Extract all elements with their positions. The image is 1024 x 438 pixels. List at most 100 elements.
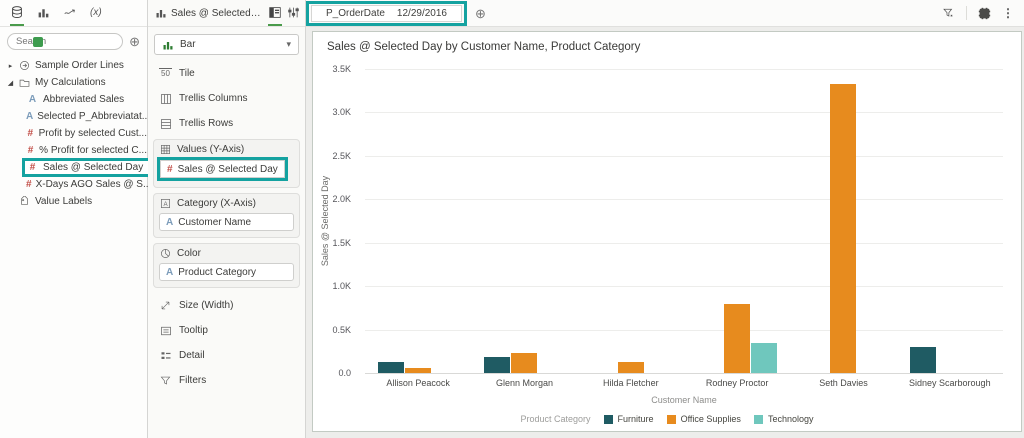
x-tick-label: Hilda Fletcher — [603, 378, 659, 388]
add-filter-icon[interactable]: ⊕ — [474, 5, 486, 21]
tree-item-my-calculations[interactable]: ◢ My Calculations — [0, 74, 147, 91]
tree-item-abbreviated-sales[interactable]: A Abbreviated Sales — [0, 91, 147, 108]
data-tab[interactable] — [10, 0, 24, 26]
search-input[interactable] — [8, 34, 123, 49]
category-icon: A — [159, 198, 172, 209]
grammar-panel: Sales @ Selected Da... Bar ▾ 50 Tile Tre… — [148, 0, 306, 438]
settings-sliders-icon[interactable] — [287, 0, 300, 26]
bar-group — [909, 346, 990, 373]
bar-office-supplies[interactable] — [405, 367, 432, 373]
category-pill-customer-name[interactable]: A Customer Name — [159, 213, 294, 231]
values-pill-sales-at-selected-day[interactable]: # Sales @ Selected Day — [160, 160, 285, 178]
plot-area — [365, 69, 1003, 374]
grammar-option-detail[interactable]: Detail — [148, 343, 305, 368]
data-panel-toolbar: (x) — [0, 0, 147, 27]
tree-item-sales-at-selected-day[interactable]: # Sales @ Selected Day — [0, 158, 152, 177]
viz-tab-sales-at-selected-day[interactable]: Sales @ Selected Da... — [155, 0, 263, 26]
category-slot — [897, 69, 1003, 373]
visualizations-tab[interactable] — [37, 0, 50, 26]
y-tick-label: 1.0K — [332, 281, 351, 292]
filter-name: P_OrderDate — [326, 7, 385, 19]
grammar-option-tile[interactable]: 50 Tile — [148, 61, 305, 86]
y-tick-label: 2.0K — [332, 194, 351, 205]
gridline — [365, 329, 1003, 331]
attribute-icon: A — [166, 266, 174, 278]
trellis-rows-icon — [159, 118, 172, 130]
grammar-option-tooltip[interactable]: Tooltip — [148, 318, 305, 343]
bar-chart-icon — [37, 6, 50, 19]
expander-expanded-icon[interactable]: ◢ — [7, 79, 14, 87]
gridline — [365, 155, 1003, 157]
analytics-tab[interactable] — [63, 0, 77, 26]
category-slot — [790, 69, 896, 373]
chart-title: Sales @ Selected Day by Customer Name, P… — [327, 41, 641, 53]
grammar-view-icon[interactable] — [268, 0, 282, 26]
series-slot — [724, 303, 751, 373]
values-section: Values (Y-Axis) # Sales @ Selected Day — [153, 139, 300, 188]
filter-pill-p-orderdate[interactable]: P_OrderDate 12/29/2016 — [311, 4, 462, 22]
bar-chart-visualization[interactable]: Sales @ Selected Day by Customer Name, P… — [312, 31, 1022, 432]
legend-item[interactable]: Office Supplies — [666, 414, 741, 424]
kebab-menu-icon[interactable]: ⋮ — [1002, 6, 1014, 20]
data-panel: (x) ⊕ ▸ Sample Order Lines ◢ My Calculat… — [0, 0, 152, 438]
gridline — [365, 199, 1003, 201]
attribute-icon: A — [28, 94, 37, 105]
grammar-option-trellis-rows[interactable]: Trellis Rows — [148, 111, 305, 136]
bar-furniture[interactable] — [378, 361, 405, 373]
attribute-icon: A — [166, 216, 174, 228]
bar-office-supplies[interactable] — [830, 83, 857, 373]
bar-group — [803, 83, 884, 373]
palette-icon — [159, 248, 172, 259]
bar-office-supplies[interactable] — [617, 361, 644, 373]
series-slot — [405, 367, 432, 373]
measure-icon: # — [27, 145, 34, 156]
grammar-option-label: Filters — [179, 375, 207, 386]
bar-office-supplies[interactable] — [511, 353, 538, 373]
funnel-icon — [159, 375, 172, 386]
series-slot — [378, 361, 405, 373]
limit-values-funnel-icon[interactable] — [942, 7, 955, 19]
legend-item[interactable]: Technology — [753, 414, 813, 424]
legend-item[interactable]: Furniture — [603, 414, 654, 424]
x-axis-title: Customer Name — [651, 395, 717, 405]
calculations-tab[interactable]: (x) — [90, 0, 102, 26]
tree-item-x-days-ago-sales[interactable]: # X-Days AGO Sales @ S... — [0, 176, 151, 193]
y-tick-label: 1.5K — [332, 237, 351, 248]
grammar-option-label: Trellis Rows — [179, 118, 234, 129]
filter-bar: P_OrderDate 12/29/2016 ⊕ ⋮ — [306, 0, 1024, 27]
gridline — [365, 69, 1003, 70]
chart-type-selector[interactable]: Bar ▾ — [154, 34, 299, 55]
bar-office-supplies[interactable] — [724, 303, 751, 373]
category-slot — [578, 69, 684, 373]
y-tick-label: 3.5K — [332, 64, 351, 74]
tree-item-label: Profit by selected Cust... — [38, 128, 147, 139]
category-section-title: Category (X-Axis) — [177, 198, 256, 209]
legend-items: Furniture Office Supplies Technology — [603, 414, 813, 424]
tree-item-profit-by-selected-cust[interactable]: # Profit by selected Cust... — [0, 125, 147, 142]
tree-item-selected-p-abbreviatat[interactable]: A Selected P_Abbreviatat... — [0, 108, 150, 125]
grammar-option-filters[interactable]: Filters — [148, 368, 305, 393]
bar-furniture[interactable] — [484, 357, 511, 373]
bar-technology[interactable] — [751, 343, 778, 373]
tree-item-sample-order-lines[interactable]: ▸ Sample Order Lines — [0, 57, 147, 74]
canvas-settings-icon[interactable] — [978, 7, 991, 20]
dataset-icon — [18, 60, 31, 71]
tag-icon — [18, 196, 31, 207]
expander-collapsed-icon[interactable]: ▸ — [8, 62, 13, 70]
x-tick-label: Allison Peacock — [386, 378, 450, 388]
bar-group — [697, 303, 778, 373]
grammar-option-trellis-columns[interactable]: Trellis Columns — [148, 86, 305, 111]
color-pill-product-category[interactable]: A Product Category — [159, 263, 294, 281]
category-section-header: A Category (X-Axis) — [159, 198, 294, 209]
bar-furniture[interactable] — [909, 346, 936, 373]
add-data-icon[interactable]: ⊕ — [129, 34, 140, 49]
color-section-header: Color — [159, 248, 294, 259]
database-icon — [10, 5, 24, 19]
tree-item-pct-profit-for-selected[interactable]: # % Profit for selected C... — [0, 142, 147, 159]
grammar-option-label: Trellis Columns — [179, 93, 248, 104]
tree-item-value-labels[interactable]: Value Labels — [0, 193, 147, 210]
grammar-option-size[interactable]: Size (Width) — [148, 293, 305, 318]
grammar-option-label: Size (Width) — [179, 300, 234, 311]
function-icon: (x) — [90, 6, 102, 18]
tree-item-label: Sales @ Selected Day — [43, 162, 144, 173]
